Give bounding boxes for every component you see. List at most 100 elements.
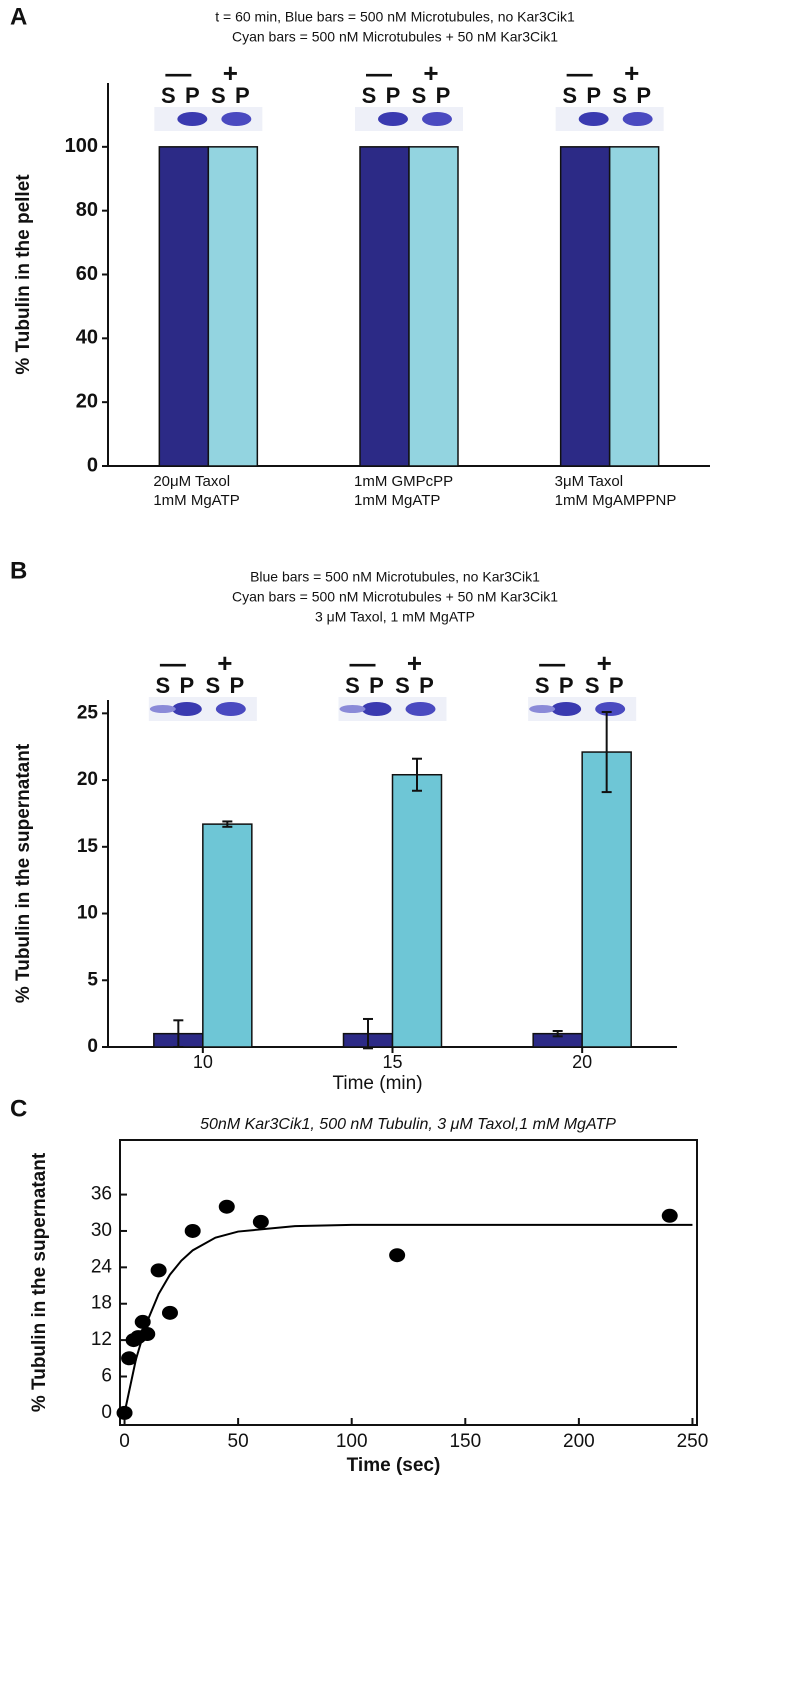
y-axis-label: % Tubulin in the supernatant bbox=[29, 1152, 50, 1412]
error-bar bbox=[412, 757, 422, 792]
fit-line bbox=[123, 1223, 693, 1414]
y-tick-label: 10 bbox=[77, 903, 98, 924]
x-axis-label: Time (sec) bbox=[347, 1455, 441, 1476]
point bbox=[161, 1305, 178, 1320]
gel-lane: P bbox=[636, 83, 651, 108]
gel-band bbox=[171, 702, 202, 716]
gel-lane: S bbox=[211, 83, 226, 108]
bar bbox=[158, 146, 210, 467]
gel-lane: S bbox=[345, 673, 360, 698]
gel-band bbox=[361, 702, 392, 716]
gel-lane: P bbox=[229, 673, 244, 698]
gel-sign: — bbox=[165, 58, 191, 88]
x-tick-label: 1mM MgAMPPNP bbox=[555, 492, 677, 509]
panel-letter: C bbox=[10, 1095, 27, 1122]
error-bar bbox=[173, 1019, 184, 1048]
gel-sign: + bbox=[423, 58, 438, 88]
bar bbox=[391, 773, 443, 1048]
gel-sign: + bbox=[223, 58, 238, 88]
point bbox=[389, 1248, 406, 1263]
x-tick-label: 1mM MgATP bbox=[153, 492, 239, 509]
gel-sign: — bbox=[567, 58, 593, 88]
bar bbox=[608, 146, 660, 467]
point bbox=[184, 1223, 201, 1238]
x-tick-label: 0 bbox=[119, 1431, 130, 1452]
point bbox=[218, 1199, 235, 1214]
gel-band bbox=[215, 702, 246, 716]
gel-lane: S bbox=[412, 83, 427, 108]
y-tick-label: 60 bbox=[76, 263, 98, 285]
y-tick-label: 15 bbox=[77, 836, 99, 857]
x-tick-label: 100 bbox=[336, 1431, 368, 1452]
panel-letter: B bbox=[10, 557, 27, 584]
gel-band bbox=[595, 702, 626, 716]
x-tick-label: 150 bbox=[449, 1431, 481, 1452]
x-tick-label: 15 bbox=[382, 1052, 402, 1072]
chart-title: Blue bars = 500 nM Microtubules, no Kar3… bbox=[250, 569, 540, 585]
gel-lane: P bbox=[609, 673, 624, 698]
chart-title: 50nM Kar3Cik1, 500 nM Tubulin, 3 μM Taxo… bbox=[200, 1116, 616, 1133]
gel-lane: S bbox=[205, 673, 220, 698]
gel-lane: P bbox=[386, 83, 401, 108]
y-tick-label: 80 bbox=[76, 199, 98, 221]
gel-sign: + bbox=[624, 58, 639, 88]
gel-lane: P bbox=[369, 673, 384, 698]
x-tick-label: 250 bbox=[677, 1431, 709, 1452]
gel-sign: — bbox=[539, 648, 565, 678]
gel-lane: P bbox=[235, 83, 250, 108]
gel-lane: P bbox=[185, 83, 200, 108]
error-bar bbox=[363, 1017, 373, 1050]
point bbox=[139, 1327, 156, 1342]
x-axis-label: Time (min) bbox=[332, 1073, 422, 1094]
y-tick-label: 18 bbox=[91, 1293, 112, 1314]
gel-band bbox=[405, 702, 436, 716]
gel-sign: + bbox=[597, 648, 612, 678]
gel-band bbox=[622, 112, 653, 126]
y-axis-label: % Tubulin in the pellet bbox=[13, 174, 34, 375]
y-tick-label: 0 bbox=[87, 1036, 98, 1057]
x-tick-label: 1mM GMPcPP bbox=[354, 473, 453, 490]
gel-band bbox=[339, 705, 366, 713]
y-tick-label: 100 bbox=[65, 135, 98, 157]
y-tick-label: 5 bbox=[87, 969, 98, 990]
error-bar bbox=[601, 711, 612, 794]
plot-frame bbox=[119, 1139, 698, 1426]
gel-sign: — bbox=[366, 58, 392, 88]
x-tick-label: 3μM Taxol bbox=[555, 473, 623, 490]
gel-lane: S bbox=[161, 83, 176, 108]
y-tick-label: 20 bbox=[76, 390, 98, 412]
gel-lane: S bbox=[562, 83, 577, 108]
x-tick-label: 10 bbox=[193, 1052, 213, 1072]
x-tick-label: 20 bbox=[572, 1052, 592, 1072]
point bbox=[134, 1314, 151, 1329]
gel-band bbox=[378, 112, 408, 126]
chart-title: Cyan bars = 500 nM Microtubules + 50 nM … bbox=[232, 29, 558, 45]
gel-lane: P bbox=[436, 83, 451, 108]
gel-sign: — bbox=[350, 648, 376, 678]
gel-band bbox=[177, 112, 208, 126]
y-tick-label: 6 bbox=[101, 1366, 112, 1387]
gel-lane: P bbox=[179, 673, 194, 698]
gel-sign: + bbox=[217, 648, 232, 678]
bar bbox=[207, 146, 259, 467]
bar bbox=[581, 751, 632, 1048]
bar bbox=[202, 823, 253, 1048]
error-bar bbox=[552, 1029, 563, 1038]
y-tick-label: 25 bbox=[77, 702, 99, 723]
gel-lane: S bbox=[395, 673, 410, 698]
gel-band bbox=[149, 705, 176, 713]
point bbox=[150, 1263, 167, 1278]
chart-title: Cyan bars = 500 nM Microtubules + 50 nM … bbox=[232, 589, 558, 605]
y-tick-label: 24 bbox=[91, 1256, 113, 1277]
point bbox=[252, 1214, 269, 1229]
y-tick-label: 30 bbox=[91, 1220, 112, 1241]
gel-band bbox=[578, 112, 609, 126]
gel-band bbox=[422, 112, 452, 126]
y-tick-label: 36 bbox=[91, 1184, 112, 1205]
gel-lane: S bbox=[535, 673, 550, 698]
gel-lane: S bbox=[612, 83, 627, 108]
chart-title: 3 μM Taxol, 1 mM MgATP bbox=[315, 609, 475, 625]
gel-sign: — bbox=[160, 648, 186, 678]
gel-lane: S bbox=[585, 673, 600, 698]
